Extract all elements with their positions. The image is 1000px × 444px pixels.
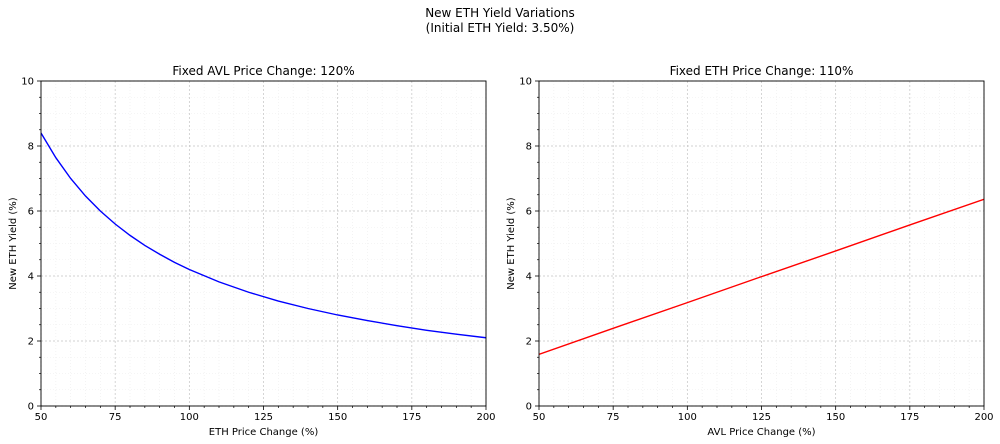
x-tick-label: 75 [109,412,122,423]
y-tick-label: 4 [526,272,532,283]
y-tick-label: 0 [28,402,34,413]
left-chart-title: Fixed AVL Price Change: 120% [172,64,354,78]
x-tick-label: 150 [328,412,347,423]
x-tick-label: 100 [180,412,199,423]
x-tick-label: 100 [678,412,697,423]
x-tick-label: 175 [402,412,421,423]
y-tick-label: 2 [526,337,532,348]
x-tick-label: 125 [254,412,273,423]
right-chart-title: Fixed ETH Price Change: 110% [670,64,854,78]
x-tick-label: 200 [476,412,495,423]
x-tick-label: 150 [826,412,845,423]
right-series-line [539,198,984,355]
y-tick-label: 6 [526,207,532,218]
x-tick-label: 50 [35,412,48,423]
left-chart: 50 75 100 125 150 175 200 0 2 4 6 8 10 Fixed AVL Pric… [8,64,496,438]
x-tick-label: 175 [900,412,919,423]
x-tick-label: 125 [752,412,771,423]
right-x-axis-label: AVL Price Change (%) [707,427,815,438]
x-tick-label: 50 [533,412,546,423]
y-tick-label: 8 [28,142,34,153]
y-tick-label: 10 [519,77,532,88]
left-y-axis-label: New ETH Yield (%) [8,197,19,290]
figure-title-line1: New ETH Yield Variations [425,6,575,20]
y-tick-label: 6 [28,207,34,218]
right-chart: 50 75 100 125 150 175 200 0 2 4 6 8 10 Fixed ETH Pric… [506,64,994,438]
y-tick-label: 8 [526,142,532,153]
left-series-line [41,132,486,339]
figure-title-line2: (Initial ETH Yield: 3.50%) [426,21,575,35]
y-tick-label: 4 [28,272,34,283]
left-x-axis-label: ETH Price Change (%) [209,427,319,438]
right-y-axis-label: New ETH Yield (%) [506,197,517,290]
x-tick-label: 75 [607,412,620,423]
y-tick-label: 2 [28,337,34,348]
y-tick-label: 10 [21,77,34,88]
x-tick-label: 200 [974,412,993,423]
y-tick-label: 0 [526,402,532,413]
